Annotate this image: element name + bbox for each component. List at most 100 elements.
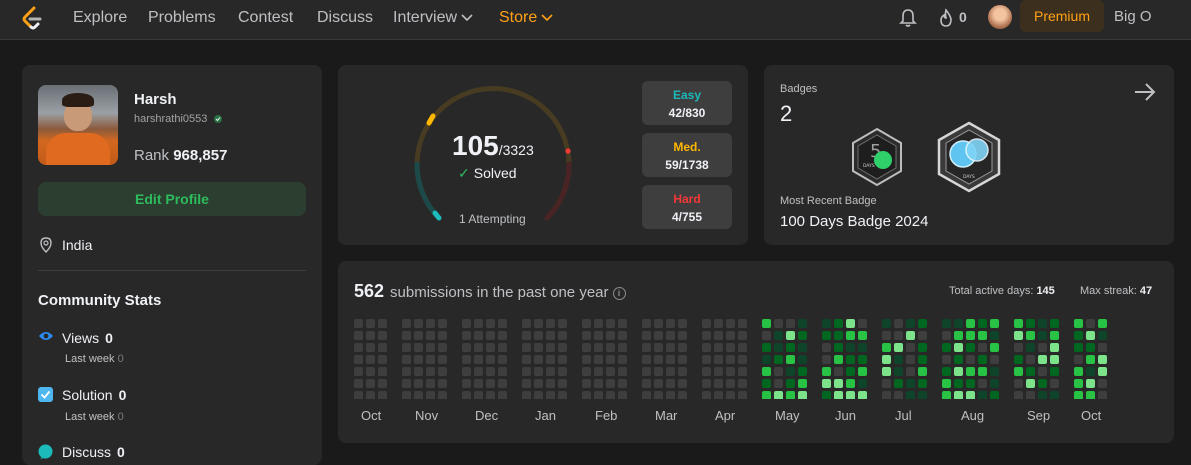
heatmap-cell[interactable] [834,391,843,399]
heatmap-cell[interactable] [474,331,483,340]
heatmap-cell[interactable] [438,331,447,340]
heatmap-cell[interactable] [654,355,663,364]
heatmap-cell[interactable] [522,343,531,352]
heatmap-cell[interactable] [474,355,483,364]
heatmap-cell[interactable] [774,355,783,364]
heatmap-cell[interactable] [774,379,783,388]
heatmap-cell[interactable] [822,367,831,376]
heatmap-cell[interactable] [486,343,495,352]
heatmap-cell[interactable] [654,331,663,340]
leetcode-logo-icon[interactable] [20,6,44,32]
heatmap-cell[interactable] [846,331,855,340]
heatmap-cell[interactable] [402,343,411,352]
heatmap-cell[interactable] [1014,355,1023,364]
heatmap-cell[interactable] [402,391,411,399]
heatmap-cell[interactable] [534,379,543,388]
heatmap-cell[interactable] [702,367,711,376]
heatmap-cell[interactable] [606,319,615,328]
heatmap-cell[interactable] [426,391,435,399]
heatmap-cell[interactable] [1098,343,1107,352]
heatmap-cell[interactable] [942,319,951,328]
heatmap-cell[interactable] [666,319,675,328]
heatmap-cell[interactable] [438,319,447,328]
heatmap-cell[interactable] [654,367,663,376]
heatmap-cell[interactable] [606,379,615,388]
heatmap-cell[interactable] [726,379,735,388]
heatmap-cell[interactable] [1050,355,1059,364]
heatmap-cell[interactable] [978,367,987,376]
info-icon[interactable]: i [612,286,626,300]
heatmap-cell[interactable] [882,379,891,388]
heatmap-cell[interactable] [522,319,531,328]
heatmap-cell[interactable] [714,391,723,399]
heatmap-cell[interactable] [618,379,627,388]
difficulty-easy[interactable]: Easy 42/830 [642,81,732,125]
heatmap-cell[interactable] [834,343,843,352]
heatmap-cell[interactable] [822,379,831,388]
heatmap-cell[interactable] [438,379,447,388]
heatmap-cell[interactable] [378,379,387,388]
heatmap-cell[interactable] [402,319,411,328]
heatmap-cell[interactable] [894,331,903,340]
heatmap-cell[interactable] [762,319,771,328]
heatmap-cell[interactable] [522,355,531,364]
nav-interview[interactable]: Interview [393,8,473,28]
heatmap-cell[interactable] [894,367,903,376]
heatmap-cell[interactable] [486,355,495,364]
heatmap-cell[interactable] [462,355,471,364]
heatmap-cell[interactable] [606,331,615,340]
heatmap-cell[interactable] [354,367,363,376]
heatmap-cell[interactable] [642,355,651,364]
heatmap-cell[interactable] [834,379,843,388]
heatmap-cell[interactable] [990,379,999,388]
heatmap-cell[interactable] [726,391,735,399]
heatmap-cell[interactable] [378,319,387,328]
heatmap-cell[interactable] [990,355,999,364]
heatmap-cell[interactable] [582,331,591,340]
bell-icon[interactable] [899,8,917,28]
heatmap-cell[interactable] [1014,367,1023,376]
heatmap-cell[interactable] [678,379,687,388]
heatmap-cell[interactable] [678,391,687,399]
heatmap-cell[interactable] [582,391,591,399]
heatmap-cell[interactable] [1098,367,1107,376]
heatmap-cell[interactable] [726,331,735,340]
heatmap-cell[interactable] [462,343,471,352]
fire-icon[interactable] [938,8,954,28]
heatmap-cell[interactable] [462,331,471,340]
heatmap-cell[interactable] [462,367,471,376]
heatmap-cell[interactable] [618,319,627,328]
heatmap-cell[interactable] [954,379,963,388]
heatmap-cell[interactable] [942,367,951,376]
heatmap-cell[interactable] [1074,379,1083,388]
heatmap-cell[interactable] [582,379,591,388]
heatmap-cell[interactable] [990,331,999,340]
100-days-badge-icon[interactable]: DAYS [936,121,1002,193]
heatmap-cell[interactable] [786,355,795,364]
heatmap-cell[interactable] [738,343,747,352]
heatmap-cell[interactable] [702,319,711,328]
heatmap-cell[interactable] [858,343,867,352]
heatmap-cell[interactable] [714,319,723,328]
heatmap-cell[interactable] [762,379,771,388]
heatmap-cell[interactable] [534,367,543,376]
heatmap-cell[interactable] [1050,391,1059,399]
heatmap-cell[interactable] [498,319,507,328]
heatmap-cell[interactable] [834,331,843,340]
heatmap-cell[interactable] [642,379,651,388]
heatmap-cell[interactable] [486,319,495,328]
heatmap-cell[interactable] [546,379,555,388]
heatmap-cell[interactable] [1026,391,1035,399]
heatmap-cell[interactable] [546,367,555,376]
heatmap-cell[interactable] [1098,391,1107,399]
heatmap-cell[interactable] [366,319,375,328]
heatmap-cell[interactable] [822,343,831,352]
heatmap-cell[interactable] [1074,319,1083,328]
heatmap-cell[interactable] [738,367,747,376]
heatmap-cell[interactable] [774,367,783,376]
heatmap-cell[interactable] [906,355,915,364]
heatmap-cell[interactable] [354,319,363,328]
heatmap-cell[interactable] [498,379,507,388]
heatmap-cell[interactable] [534,319,543,328]
heatmap-cell[interactable] [558,355,567,364]
